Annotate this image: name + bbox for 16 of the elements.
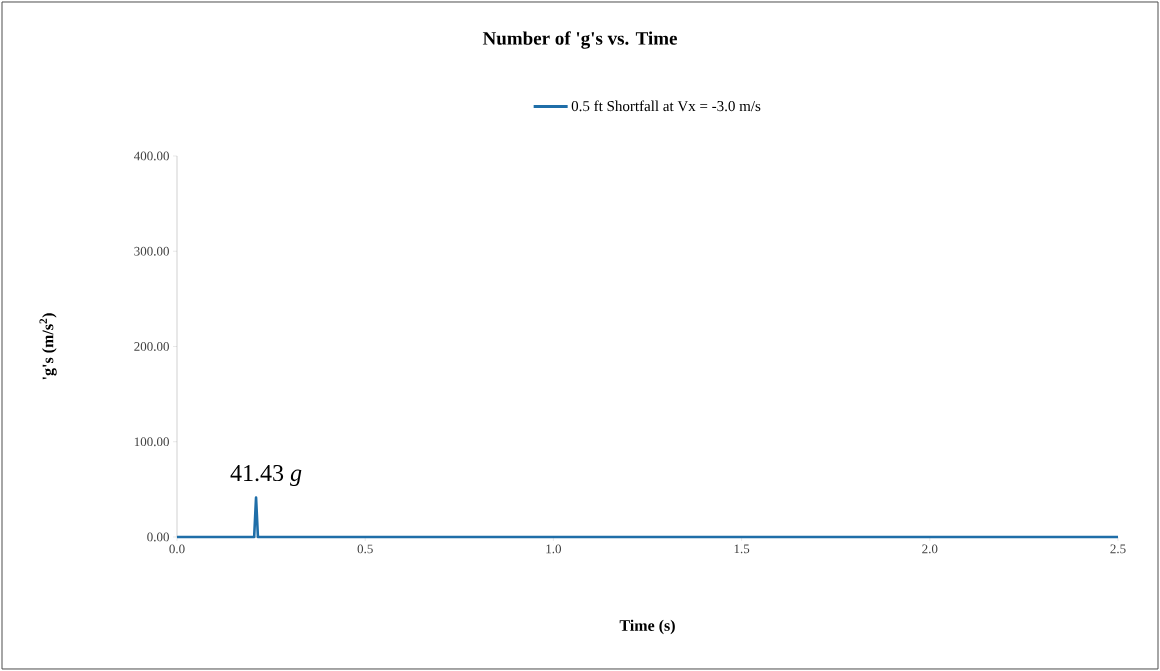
x-tick-label: 1.0 xyxy=(546,544,562,554)
y-axis-title: 'g's (m/s$^{2}$) xyxy=(39,313,57,380)
y-tick-label: 0.00 xyxy=(147,532,169,542)
y-tick-label: 400.00 xyxy=(133,151,169,161)
x-tick-label: 2.0 xyxy=(922,544,938,554)
y-tick-label: 200.00 xyxy=(134,342,169,351)
chart-title: Number of 'g's vs. Time xyxy=(482,31,677,49)
x-tick-label: 2.5 xyxy=(1110,544,1126,554)
y-tick-label: 100.00 xyxy=(134,437,169,447)
x-axis-title: Time (s) xyxy=(619,619,675,635)
x-tick-label: 0.5 xyxy=(357,544,373,554)
annotation: 41.43 g xyxy=(230,465,302,486)
x-tick-label: 1.5 xyxy=(734,544,750,554)
y-tick-label: 300.00 xyxy=(134,246,169,256)
x-tick-label: 0.0 xyxy=(169,544,185,554)
legend-label: 0.5 ft Shortfall at Vx = -3.0 m/s xyxy=(571,100,761,112)
